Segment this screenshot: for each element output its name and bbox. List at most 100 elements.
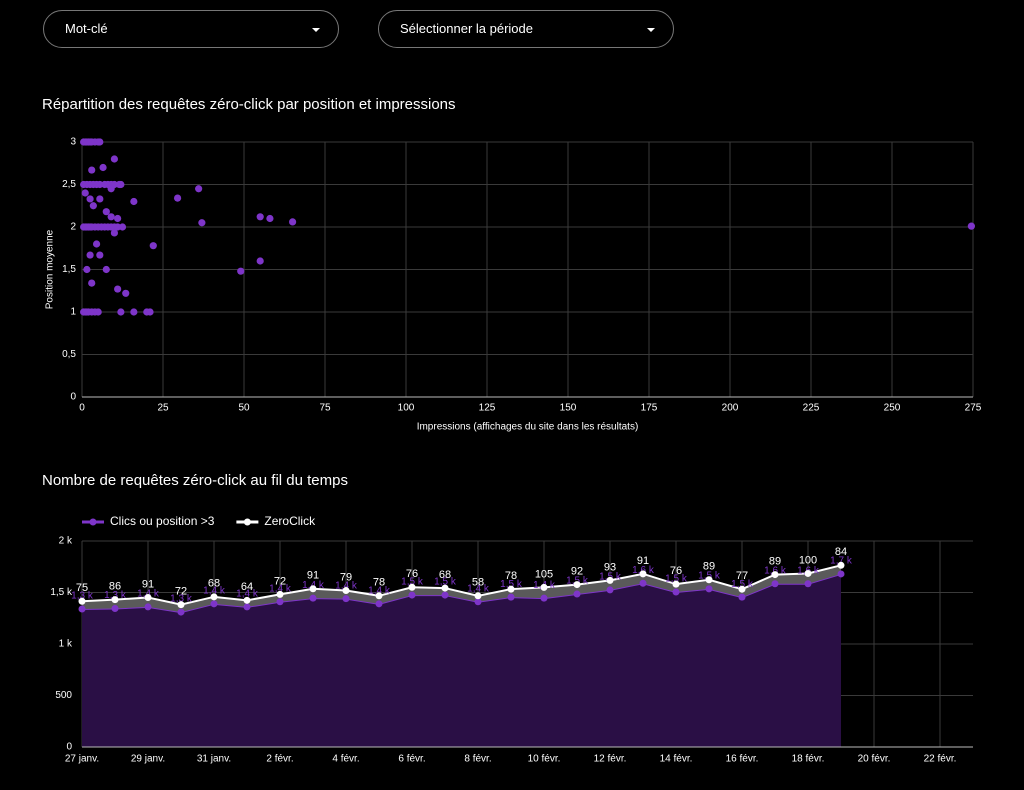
- data-label: 1,4 k: [137, 589, 160, 600]
- data-label: 75: [76, 582, 88, 594]
- point: [441, 584, 449, 592]
- x-tick-label: 29 janv.: [131, 754, 165, 765]
- x-tick-label: 275: [965, 403, 982, 414]
- x-tick-label: 16 févr.: [726, 754, 759, 765]
- data-label: 1,4 k: [368, 585, 391, 596]
- data-label: 72: [274, 575, 286, 587]
- point: [117, 180, 125, 189]
- point: [111, 596, 119, 604]
- point: [540, 594, 548, 602]
- point: [967, 222, 975, 230]
- y-tick-label: 3: [70, 137, 76, 148]
- point: [738, 585, 746, 593]
- data-label: 1,5 k: [698, 571, 721, 582]
- data-label: 77: [736, 570, 748, 582]
- point: [78, 597, 86, 605]
- point: [639, 579, 647, 587]
- point: [705, 576, 713, 584]
- data-label: 91: [142, 578, 154, 590]
- point: [507, 585, 515, 593]
- point: [149, 242, 157, 250]
- x-tick-label: 14 févr.: [660, 754, 693, 765]
- data-label: 1,4 k: [203, 585, 226, 596]
- data-label: 86: [109, 581, 121, 593]
- point: [408, 583, 416, 591]
- x-tick-label: 27 janv.: [65, 754, 99, 765]
- x-tick-label: 150: [560, 403, 577, 414]
- point: [606, 576, 614, 584]
- point: [837, 561, 845, 569]
- point: [771, 571, 779, 579]
- point: [256, 257, 264, 265]
- data-label: 64: [241, 581, 253, 593]
- legend-marker: [89, 518, 97, 526]
- keyword-dropdown[interactable]: Mot-clé: [43, 10, 339, 48]
- point: [266, 214, 274, 223]
- y-axis-label: Position moyenne: [45, 229, 56, 309]
- y-tick-label: 0: [66, 742, 72, 753]
- point: [144, 603, 152, 611]
- point: [122, 289, 130, 297]
- y-tick-label: 500: [55, 690, 72, 701]
- data-label: 68: [439, 569, 451, 581]
- point: [408, 591, 416, 599]
- data-label: 1,4 k: [269, 583, 292, 594]
- point: [107, 213, 115, 221]
- point: [256, 213, 264, 221]
- data-label: 1,5 k: [401, 577, 424, 588]
- x-tick-label: 18 févr.: [792, 754, 825, 765]
- y-tick-label: 2 k: [59, 536, 73, 547]
- point: [130, 197, 138, 206]
- point: [99, 163, 107, 172]
- y-tick-label: 0: [70, 392, 76, 403]
- y-tick-label: 0,5: [62, 349, 76, 360]
- y-tick-label: 2: [70, 222, 76, 233]
- x-tick-label: 20 févr.: [858, 754, 891, 765]
- y-tick-label: 1,5: [62, 264, 76, 275]
- x-tick-label: 25: [157, 403, 169, 414]
- data-label: 1,4 k: [335, 580, 358, 591]
- point: [88, 166, 96, 174]
- point: [606, 586, 614, 594]
- point: [309, 594, 317, 602]
- data-label: 105: [535, 568, 553, 580]
- point: [804, 569, 812, 577]
- point: [289, 218, 297, 226]
- point: [114, 214, 122, 223]
- x-tick-label: 6 févr.: [398, 754, 425, 765]
- data-label: 72: [175, 586, 187, 598]
- x-tick-label: 100: [398, 403, 415, 414]
- point: [195, 185, 203, 193]
- x-tick-label: 31 janv.: [197, 754, 231, 765]
- point: [237, 267, 245, 275]
- point: [89, 202, 97, 210]
- point: [705, 585, 713, 593]
- x-tick-label: 250: [884, 403, 901, 414]
- point: [243, 596, 251, 604]
- point: [375, 592, 383, 600]
- chart-title: Répartition des requêtes zéro-click par …: [42, 96, 456, 113]
- x-tick-label: 75: [319, 403, 331, 414]
- x-tick-label: 8 févr.: [464, 754, 491, 765]
- x-tick-label: 10 févr.: [528, 754, 561, 765]
- point: [146, 308, 154, 316]
- point: [86, 251, 94, 259]
- data-label: 1,3 k: [71, 591, 94, 602]
- data-label: 1,6 k: [632, 565, 655, 576]
- point: [639, 570, 647, 578]
- point: [738, 593, 746, 601]
- point: [114, 285, 122, 293]
- point: [86, 195, 94, 203]
- point: [210, 593, 218, 601]
- y-tick-label: 1,5 k: [50, 587, 73, 598]
- x-tick-label: 50: [238, 403, 250, 414]
- x-tick-label: 4 févr.: [332, 754, 359, 765]
- point: [102, 265, 110, 274]
- x-tick-label: 2 févr.: [266, 754, 293, 765]
- point: [92, 240, 101, 248]
- point: [130, 308, 138, 316]
- data-label: 1,5 k: [434, 577, 457, 588]
- data-label: 1,7 k: [830, 556, 853, 567]
- period-dropdown[interactable]: Sélectionner la période: [378, 10, 674, 48]
